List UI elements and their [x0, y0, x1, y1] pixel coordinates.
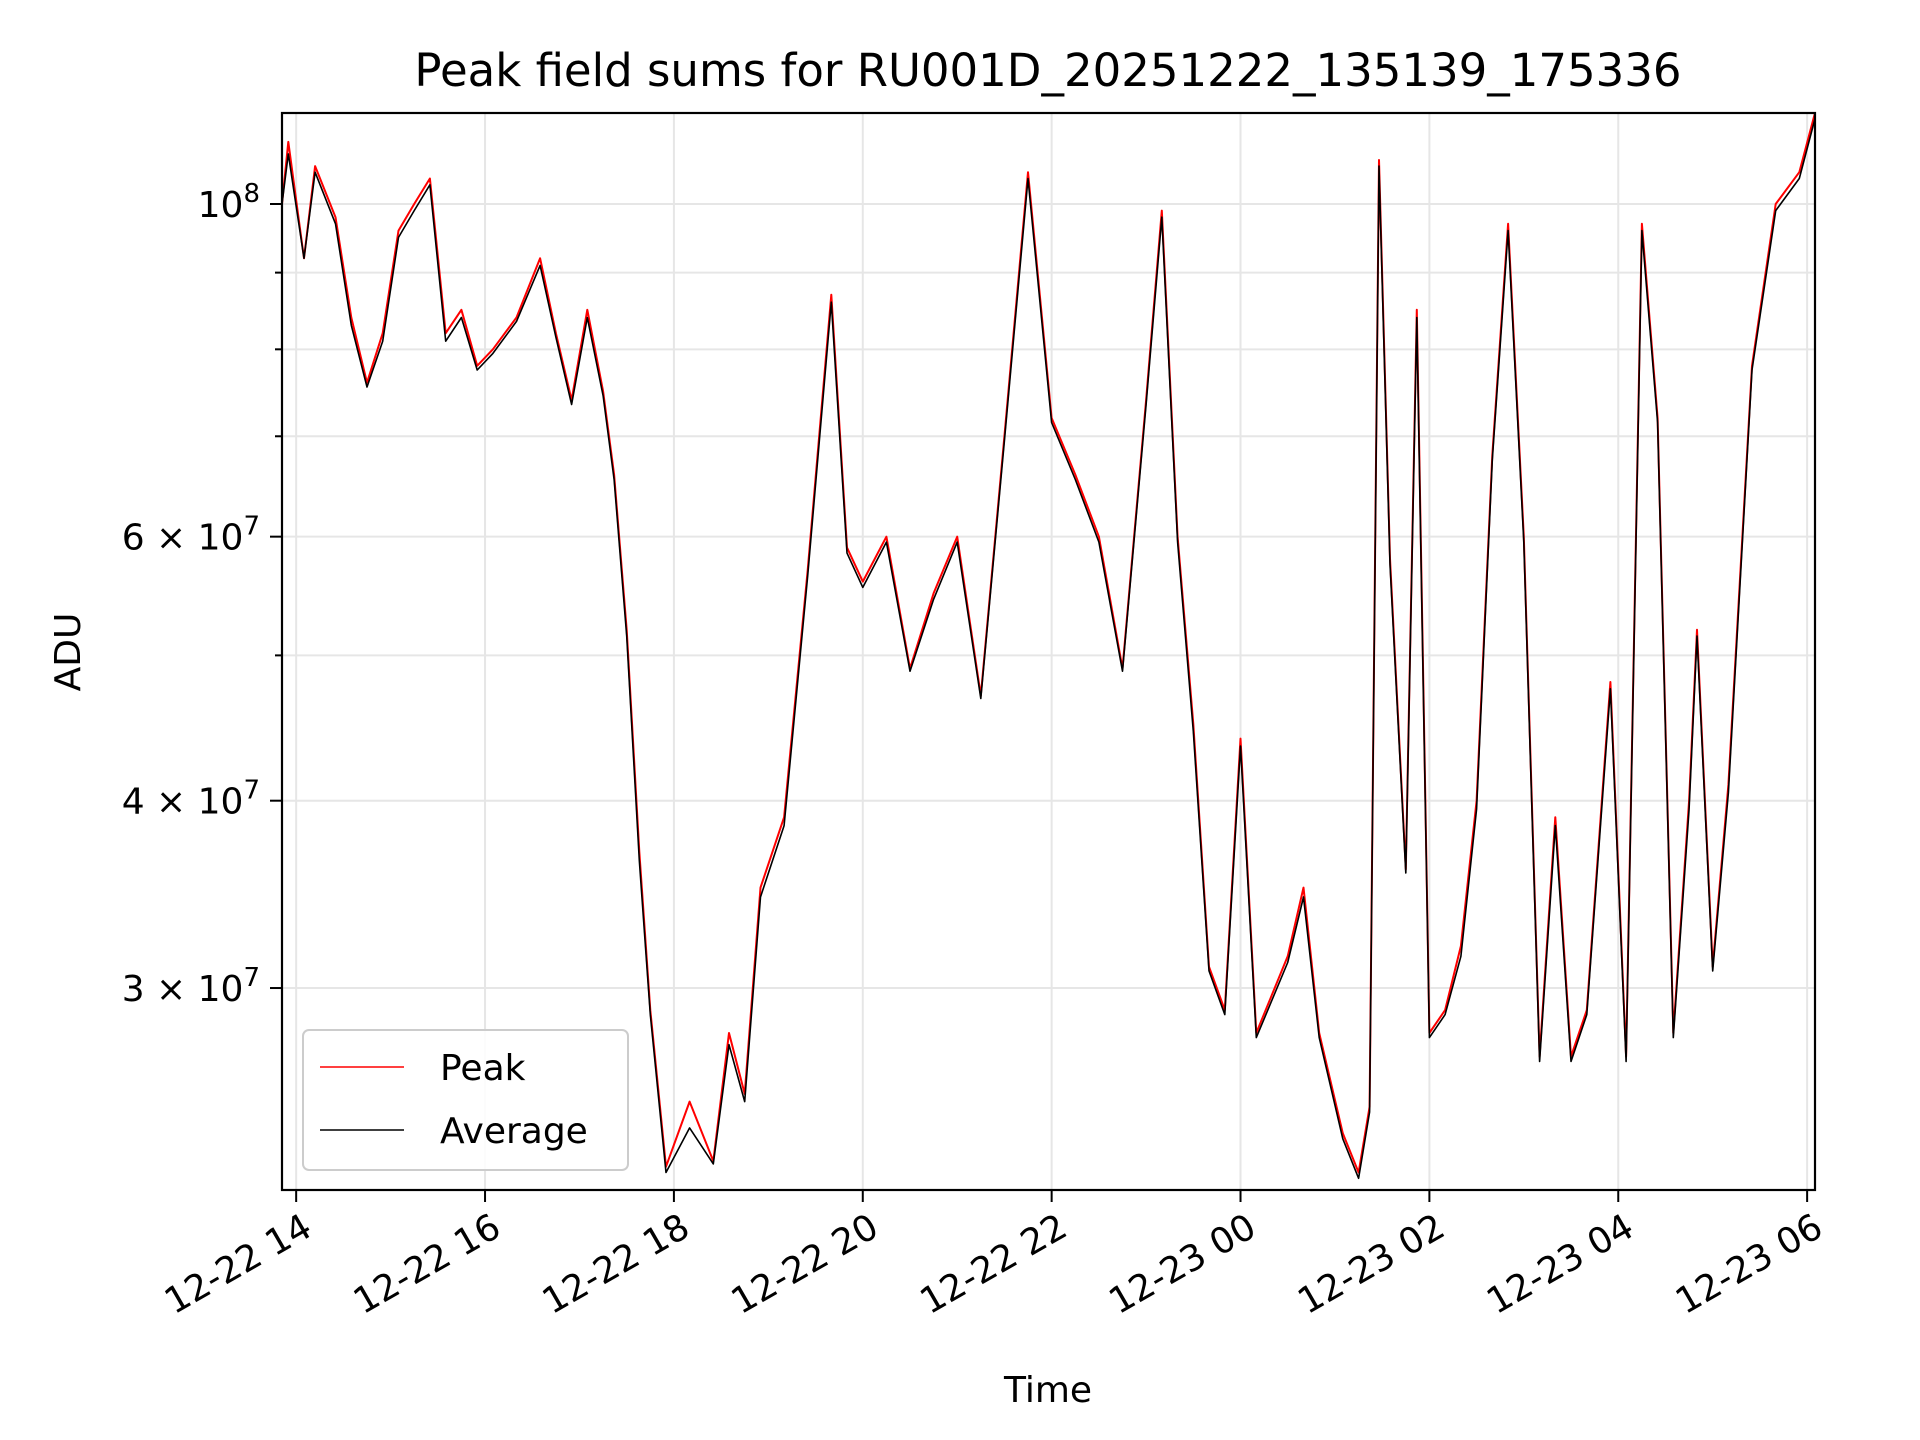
x-tick-label: 12-22 16	[347, 1206, 508, 1322]
x-tick-label: 12-23 02	[1291, 1206, 1452, 1322]
legend: Peak Average	[302, 1029, 629, 1171]
series-area	[282, 113, 1815, 1180]
y-axis: 3 × 107 4 × 107 6 × 107 108	[122, 179, 282, 1010]
x-axis: 12-22 14 12-22 16 12-22 18 12-22 20 12-22 22…	[158, 1190, 1830, 1323]
legend-label-average: Average	[440, 1111, 588, 1152]
plot-frame	[280, 111, 1817, 1192]
x-tick-label: 12-22 20	[725, 1206, 886, 1322]
y-tick-label: 4 × 107	[122, 776, 260, 823]
legend-label-peak: Peak	[440, 1048, 526, 1089]
x-tick-label: 12-23 04	[1480, 1206, 1641, 1322]
x-tick-label: 12-22 14	[158, 1206, 319, 1322]
y-axis-label: ADU	[48, 613, 89, 692]
x-tick-label: 12-23 06	[1669, 1206, 1830, 1322]
chart-title: Peak field sums for RU001D_20251222_1351…	[414, 44, 1681, 97]
y-tick-label: 108	[198, 179, 260, 226]
legend-box	[302, 1029, 629, 1171]
series-line-average	[282, 118, 1815, 1180]
x-axis-label: Time	[1003, 1370, 1092, 1411]
x-tick-label: 12-23 00	[1102, 1206, 1263, 1322]
y-tick-label: 3 × 107	[122, 963, 260, 1010]
x-tick-label: 12-22 18	[536, 1206, 697, 1322]
x-tick-label: 12-22 22	[913, 1206, 1074, 1322]
grid	[282, 113, 1815, 1190]
y-tick-label: 6 × 107	[122, 512, 260, 559]
